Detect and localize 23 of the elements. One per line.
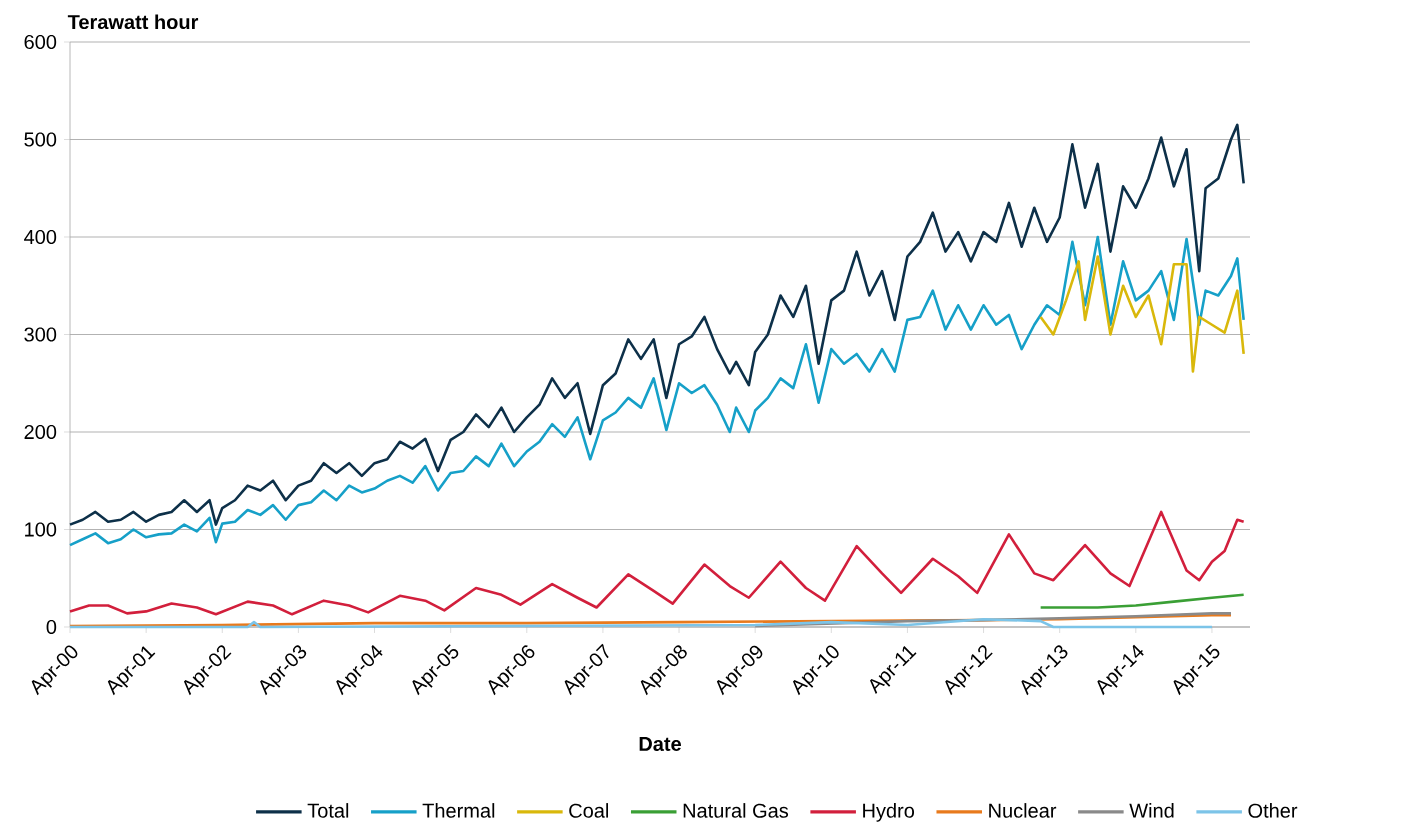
y-tick-label: 100	[25, 522, 57, 537]
line-series	[68, 617, 1214, 629]
legend-label: Coal	[569, 803, 609, 818]
line-series	[1039, 255, 1245, 373]
line-series	[68, 510, 1245, 616]
y-tick-label: 0	[46, 619, 57, 635]
legend-label: Other	[1248, 803, 1298, 818]
legend-label: Natural Gas	[683, 803, 789, 818]
legend-label: Total	[307, 803, 349, 818]
y-tick-label: 200	[24, 424, 57, 440]
x-axis-title: Date	[639, 736, 681, 751]
legend-label: Wind	[1129, 803, 1174, 818]
y-tick-label: 300	[24, 327, 57, 342]
line-series	[1039, 593, 1245, 609]
legend-label: Nuclear	[989, 803, 1057, 818]
legend-label: Hydro	[863, 803, 915, 822]
y-tick-label: 600	[24, 34, 57, 50]
y-tick-label: 400	[24, 229, 57, 245]
y-tick-label: 500	[24, 132, 57, 147]
legend-label: Thermal	[422, 803, 495, 818]
line-series	[68, 123, 1245, 526]
line-series	[68, 235, 1245, 547]
y-axis-title: Terawatt hour	[67, 14, 199, 30]
